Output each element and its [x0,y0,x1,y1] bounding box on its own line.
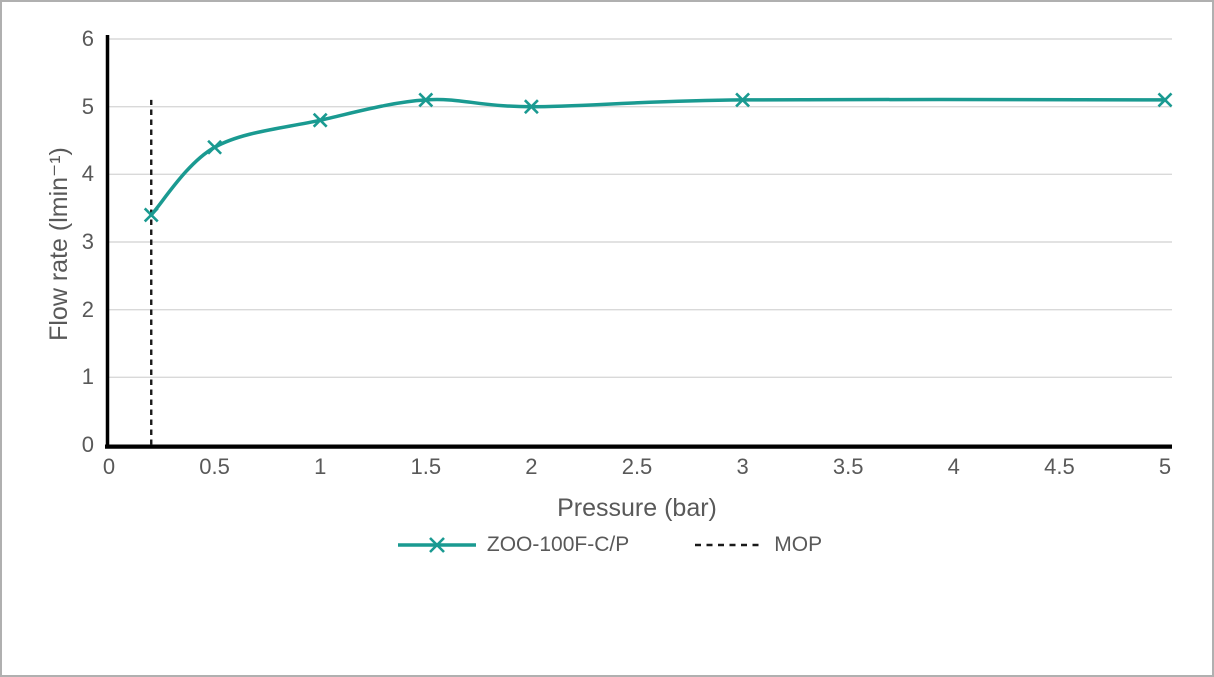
x-tick-label: 2 [525,454,538,479]
x-tick-label: 2.5 [621,454,653,479]
series-marker [312,112,328,128]
x-tick-label: 5 [1158,454,1172,479]
legend-item-mop[interactable]: MOP [693,533,822,557]
x-tick-label: 3 [736,454,749,479]
series-marker [207,139,223,155]
x-axis-title: Pressure (bar) [557,494,717,522]
series-marker [1157,92,1173,108]
x-tick-label: 1.5 [410,454,442,479]
y-tick-label: 2 [81,296,94,322]
x-tick-label: 1 [314,454,327,479]
x-tick-label: 4.5 [1044,454,1075,479]
x-tick-label: 0 [102,454,116,479]
y-tick-label: 6 [81,26,94,51]
y-tick-label: 0 [81,432,94,457]
y-tick-label: 3 [81,229,94,254]
series-marker [735,92,751,108]
x-tick-label: 4 [947,454,960,479]
series-line-marker-icon [397,537,476,553]
legend-label-series: ZOO-100F-C/P [486,533,630,556]
x-tick-label: 0.5 [199,454,230,479]
series-line [149,97,1167,217]
legend-label-mop: MOP [774,533,823,556]
dashed-line-icon [695,543,764,547]
y-tick-label: 5 [81,93,94,119]
y-tick-label: 4 [81,161,94,187]
series-marker [143,207,159,223]
series-marker [523,99,539,115]
legend: ZOO-100F-C/P MOP [2,533,1212,557]
legend-item-series[interactable]: ZOO-100F-C/P [396,533,629,557]
y-axis-title: Flow rate (lmin⁻¹) [45,147,73,341]
y-tick-label: 1 [81,364,94,390]
x-tick-label: 3.5 [832,454,864,479]
series-marker [418,92,434,108]
